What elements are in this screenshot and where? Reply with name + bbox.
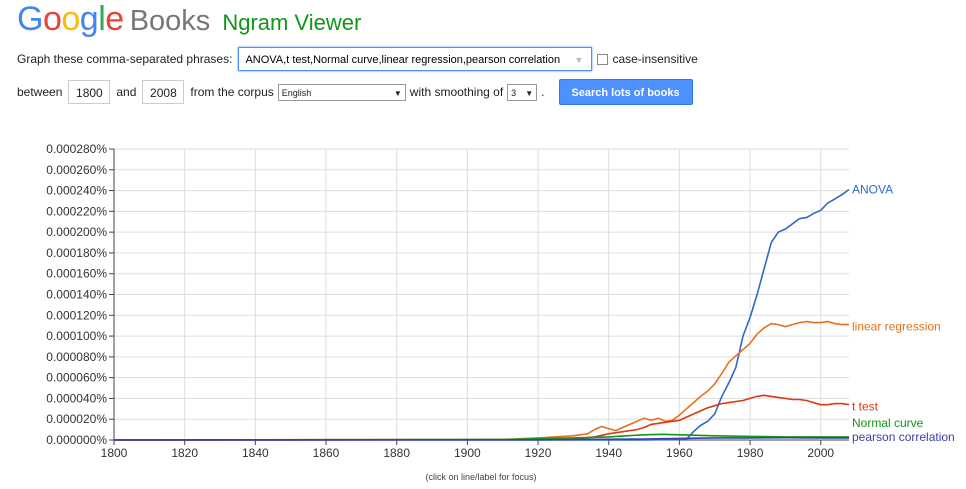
series-line-pearson-correlation[interactable] <box>113 436 849 441</box>
x-tick-label: 1820 <box>171 446 198 460</box>
series-line-t-test[interactable] <box>113 394 850 441</box>
y-tick-label: 0.000000% <box>46 433 107 447</box>
logo-letter: o <box>61 0 80 38</box>
chevron-down-icon: ▼ <box>393 88 402 98</box>
page-title: Ngram Viewer <box>222 10 362 35</box>
y-tick-label: 0.000280% <box>46 142 107 156</box>
y-tick-label: 0.000140% <box>46 288 107 302</box>
y-tick-label: 0.000100% <box>46 329 107 343</box>
logo-letter: l <box>98 0 106 38</box>
y-tick-label: 0.000160% <box>46 267 107 281</box>
series-label[interactable]: pearson correlation <box>852 430 955 444</box>
smoothing-select[interactable]: 3 ▼ <box>507 83 538 101</box>
x-tick-label: 1800 <box>101 446 128 460</box>
x-tick-label: 1960 <box>666 446 693 460</box>
y-tick-label: 0.000060% <box>46 371 107 385</box>
series-labels: ANOVA linear regression t test Normal curve… <box>852 183 955 444</box>
search-button[interactable]: Search lots of books <box>558 79 693 105</box>
series-label[interactable]: ANOVA <box>852 183 893 197</box>
series-label[interactable]: t test <box>852 400 879 414</box>
x-tick-label: 1940 <box>595 446 622 460</box>
x-tick-label: 1860 <box>313 446 340 460</box>
smoothing-value: 3 <box>511 87 517 98</box>
y-tick-label: 0.000020% <box>46 412 107 426</box>
google-books-logo[interactable]: Google Books Ngram Viewer <box>17 0 361 38</box>
corpus-label: from the corpus <box>190 85 274 99</box>
year-end-input[interactable]: 2008 <box>142 80 185 104</box>
smoothing-label: with smoothing of <box>409 85 504 99</box>
series-label[interactable]: linear regression <box>852 320 941 334</box>
logo-letter: g <box>79 0 99 38</box>
x-tick-label: 1920 <box>525 446 552 460</box>
chevron-down-icon[interactable]: ▼ <box>574 55 584 65</box>
corpus-value: English <box>281 87 312 98</box>
chart-grid <box>113 148 849 441</box>
x-tick-label: 1900 <box>454 446 481 460</box>
corpus-select[interactable]: English ▼ <box>277 83 406 101</box>
options-row: between 1800 and 2008 from the corpus En… <box>17 79 693 105</box>
year-start-input[interactable]: 1800 <box>68 80 111 104</box>
x-axis-ticks: 1800 1820 1840 1860 1880 1900 1920 1940 1960 1980… <box>101 440 834 460</box>
y-tick-label: 0.000260% <box>46 163 107 177</box>
chevron-down-icon: ▼ <box>525 88 534 98</box>
logo-letter: o <box>42 0 62 38</box>
series-line-linear-regression[interactable] <box>113 320 849 441</box>
x-tick-label: 1840 <box>242 446 269 460</box>
y-tick-label: 0.000120% <box>46 308 107 322</box>
logo-letter: e <box>105 0 124 38</box>
series-lines <box>113 188 850 441</box>
x-tick-label: 1980 <box>737 446 764 460</box>
x-tick-label: 1880 <box>383 446 410 460</box>
y-tick-label: 0.000200% <box>46 225 107 239</box>
y-tick-label: 0.000240% <box>46 184 107 198</box>
series-label[interactable]: Normal curve <box>852 416 924 430</box>
y-tick-label: 0.000080% <box>46 350 107 364</box>
series-line-anova[interactable] <box>114 188 850 441</box>
ngram-chart: 0.000000% 0.000020% 0.000040% 0.000060% 0.00… <box>46 142 955 482</box>
query-text: ANOVA,t test,Normal curve,linear regress… <box>245 54 561 66</box>
query-row: Graph these comma-separated phrases: ANO… <box>17 46 698 72</box>
query-input[interactable]: ANOVA,t test,Normal curve,linear regress… <box>238 47 593 71</box>
google-wordmark: Google <box>17 0 124 39</box>
case-insensitive-label: case-insensitive <box>612 52 698 66</box>
series-line-normal-curve[interactable] <box>113 433 849 441</box>
and-label: and <box>116 85 137 99</box>
y-tick-label: 0.000040% <box>46 391 107 405</box>
logo-letter: G <box>17 0 43 38</box>
y-axis-ticks: 0.000000% 0.000020% 0.000040% 0.000060% 0.00… <box>46 142 114 447</box>
graph-label: Graph these comma-separated phrases: <box>17 52 233 66</box>
chart-footnote: (click on line/label for focus) <box>425 472 536 482</box>
between-label: between <box>17 85 63 99</box>
period-text: . <box>541 85 545 99</box>
books-wordmark: Books <box>129 5 211 37</box>
y-tick-label: 0.000180% <box>46 246 107 260</box>
y-tick-label: 0.000220% <box>46 204 107 218</box>
x-tick-label: 2000 <box>807 446 834 460</box>
case-insensitive-checkbox[interactable] <box>597 53 609 65</box>
